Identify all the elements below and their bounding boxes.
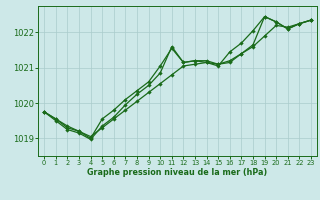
X-axis label: Graphe pression niveau de la mer (hPa): Graphe pression niveau de la mer (hPa): [87, 168, 268, 177]
